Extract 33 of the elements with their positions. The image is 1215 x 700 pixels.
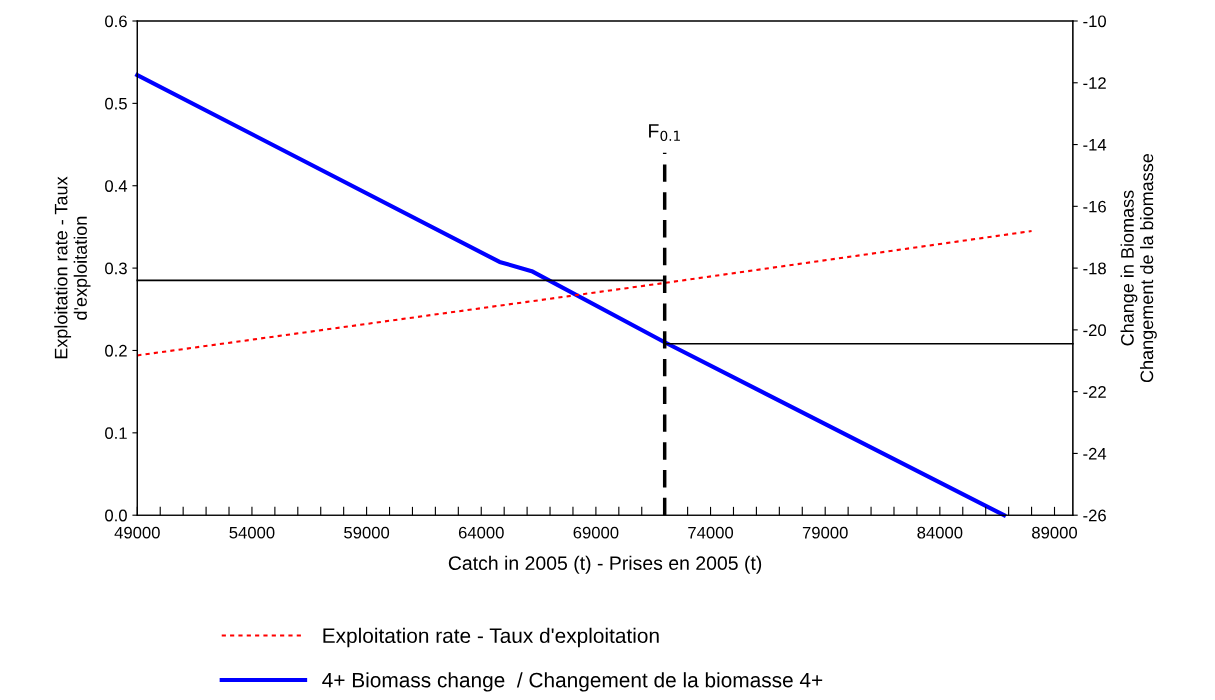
x-tick-label: 79000 [802, 526, 848, 539]
x-tick-label: 84000 [917, 526, 963, 539]
y2-tick-label: -18 [1083, 262, 1106, 275]
y2-tick-label: -12 [1083, 77, 1106, 89]
x-tick-label: 64000 [458, 526, 504, 539]
line-series [135, 72, 1007, 518]
y-tick-label: 0.6 [105, 15, 127, 28]
x-tick-label: 49000 [114, 526, 160, 539]
y2-tick-label: -26 [1083, 509, 1106, 522]
y2-tick-label: -24 [1083, 447, 1107, 460]
x-tick-label: 69000 [573, 526, 619, 539]
x-tick-label: 59000 [344, 526, 390, 539]
y-tick-label: 0.3 [105, 262, 127, 275]
y-tick-label: 0.5 [105, 97, 127, 110]
legend-label: Exploitation rate - Taux d'exploitation [323, 627, 659, 648]
y2-tick-label: -22 [1083, 386, 1106, 398]
x-tick-label: 54000 [229, 526, 275, 539]
y-tick-label: 0.2 [105, 344, 127, 357]
y-tick-label: 0.4 [105, 180, 128, 192]
x-tick-label: 74000 [688, 526, 734, 539]
y-axis-title: Exploitation rate - Taux d'exploitation [54, 176, 91, 359]
y-tick-label: 0.0 [105, 509, 127, 522]
annotation: F$_{0.1}$ [649, 124, 680, 141]
y2-tick-label: -16 [1083, 200, 1106, 213]
legend-label: 4+ Biomass change / Changement de la biomasse 4+ [322, 672, 823, 692]
y2-tick-label: -10 [1083, 15, 1106, 28]
line-series [136, 230, 1033, 357]
y2-axis-title: Change in Biomass Changement de la biomasse [1120, 153, 1157, 383]
y2-tick-label: -14 [1083, 139, 1107, 151]
y2-tick-label: -20 [1083, 324, 1106, 337]
x-tick-label: 89000 [1032, 526, 1078, 539]
x-axis-title: Catch in 2005 (t) - Prises en 2005 (t) [448, 555, 762, 574]
y-tick-label: 0.1 [105, 427, 127, 440]
